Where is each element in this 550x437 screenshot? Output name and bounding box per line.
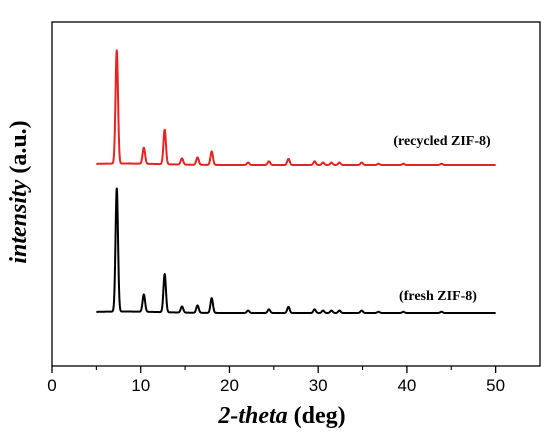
- x-tick-label: 40: [397, 376, 416, 395]
- x-axis-title: 2-theta (deg): [217, 403, 345, 429]
- x-tick-label: 50: [486, 376, 505, 395]
- x-tick-label: 0: [47, 376, 56, 395]
- x-tick-label: 20: [220, 376, 239, 395]
- series-label-recycled: (recycled ZIF-8): [393, 134, 491, 149]
- x-axis-ticks: 0 10 20 30 40 50: [47, 366, 505, 395]
- plot-frame: [51, 21, 541, 367]
- series-line-fresh: [95, 187, 497, 314]
- series-line-recycled: [95, 49, 497, 166]
- series-labels: (recycled ZIF-8) (fresh ZIF-8): [393, 134, 491, 304]
- x-tick-label: 10: [131, 376, 150, 395]
- series-label-fresh: (fresh ZIF-8): [399, 289, 477, 304]
- series-lines: [95, 49, 497, 314]
- x-tick-label: 30: [309, 376, 328, 395]
- y-axis-title: intensity (a.u.): [6, 120, 32, 263]
